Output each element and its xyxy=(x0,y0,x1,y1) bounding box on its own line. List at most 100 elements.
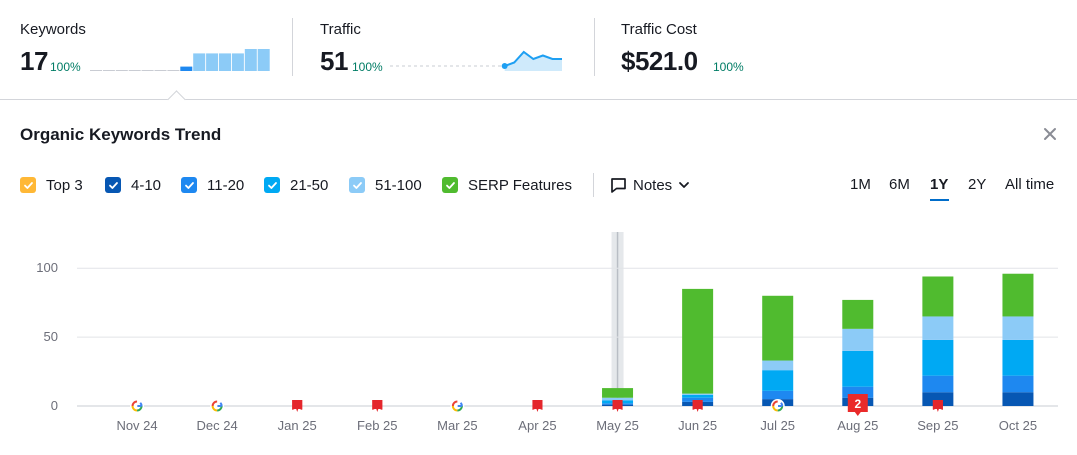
legend-11-20[interactable]: 11-20 xyxy=(181,175,244,195)
range-2y[interactable]: 2Y xyxy=(968,176,987,193)
x-tick-label: Aug 25 xyxy=(837,418,878,433)
legend-label: Top 3 xyxy=(46,176,83,194)
bar-segment-51-100[interactable] xyxy=(762,360,794,371)
x-tick-label: Apr 25 xyxy=(518,418,556,433)
notes-label: Notes xyxy=(633,176,673,194)
google-update-icon[interactable] xyxy=(130,399,145,413)
legend-21-50[interactable]: 21-50 xyxy=(264,175,328,195)
bar-segment-11-20[interactable] xyxy=(922,375,954,393)
keywords-sparkline xyxy=(90,49,270,71)
flag-note-icon[interactable] xyxy=(372,400,383,412)
sparkline-bar xyxy=(231,53,244,71)
chevron-down-icon xyxy=(679,182,690,188)
bar-segment-51-100[interactable] xyxy=(842,328,874,351)
bar-segment-serp-features[interactable] xyxy=(762,295,794,361)
range-1y[interactable]: 1Y xyxy=(930,176,949,193)
legend-divider xyxy=(593,173,594,197)
metric-divider xyxy=(292,18,293,76)
metric-keywords-pct: 100% xyxy=(50,60,81,74)
x-tick-label: Oct 25 xyxy=(999,418,1037,433)
metric-divider xyxy=(594,18,595,76)
legend-51-100[interactable]: 51-100 xyxy=(349,175,422,195)
bar-segment-51-100[interactable] xyxy=(602,397,634,401)
x-tick-label: Feb 25 xyxy=(357,418,397,433)
legend-top-3[interactable]: Top 3 xyxy=(20,175,83,195)
bar-segment-51-100[interactable] xyxy=(1002,316,1034,340)
trend-title: Organic Keywords Trend xyxy=(20,125,222,144)
checkbox-icon[interactable] xyxy=(442,177,458,193)
metric-traffic-pct: 100% xyxy=(352,60,383,74)
checkbox-icon[interactable] xyxy=(349,177,365,193)
google-update-icon[interactable] xyxy=(210,399,225,413)
bar-segment-4-10[interactable] xyxy=(922,392,954,406)
bar-segment-21-50[interactable] xyxy=(842,350,874,387)
bar-segment-11-20[interactable] xyxy=(762,390,794,400)
bar-segment-11-20[interactable] xyxy=(1002,375,1034,393)
bar-segment-4-10[interactable] xyxy=(1002,392,1034,406)
y-tick-label: 100 xyxy=(36,260,58,275)
metric-traffic-cost-title: Traffic Cost xyxy=(621,21,697,38)
bar-segment-11-20[interactable] xyxy=(682,397,714,402)
bar-segment-51-100[interactable] xyxy=(682,393,714,395)
x-tick-label: Jul 25 xyxy=(760,418,795,433)
bar-segment-serp-features[interactable] xyxy=(682,288,714,394)
note-icon xyxy=(611,178,626,193)
checkbox-icon[interactable] xyxy=(20,177,36,193)
metrics-bar: Keywords 17 100% Traffic 51 100% Traffic… xyxy=(0,0,1077,100)
organic-keywords-chart: 0 50 100 Nov 24 Dec 24 Jan 25 Feb 25 Mar 25 Apr … xyxy=(36,232,1058,433)
notes-count-label: 2 xyxy=(854,397,861,411)
range-all-time[interactable]: All time xyxy=(1005,176,1055,193)
sparkline-bar xyxy=(219,53,231,71)
notes-count-badge[interactable]: 2 xyxy=(847,394,868,416)
legend-label: 21-50 xyxy=(290,176,329,194)
close-icon[interactable] xyxy=(1042,126,1058,142)
x-tick-label: Sep 25 xyxy=(917,418,958,433)
y-tick-label: 0 xyxy=(51,398,58,413)
checkbox-icon[interactable] xyxy=(105,177,121,193)
checkbox-icon[interactable] xyxy=(181,177,197,193)
metric-traffic-cost[interactable]: Traffic Cost $521.0 100% xyxy=(621,0,881,99)
metric-keywords-title: Keywords xyxy=(20,21,86,38)
google-update-icon[interactable] xyxy=(770,399,785,413)
bar-segment-21-50[interactable] xyxy=(922,339,954,376)
bar-segment-21-50[interactable] xyxy=(682,394,714,398)
range-6m[interactable]: 6M xyxy=(889,176,910,193)
sparkline-line xyxy=(504,50,562,67)
flag-note-icon[interactable] xyxy=(692,400,703,412)
x-tick-label: Dec 24 xyxy=(197,418,238,433)
sparkline-area xyxy=(504,52,562,71)
notes-dropdown[interactable]: Notes xyxy=(610,175,690,195)
legend-label: 51-100 xyxy=(375,176,422,194)
x-tick-label: Nov 24 xyxy=(116,418,157,433)
sparkline-bar xyxy=(193,53,206,71)
flag-note-icon[interactable] xyxy=(292,400,303,412)
legend-label: SERP Features xyxy=(468,176,572,194)
flag-note-icon[interactable] xyxy=(612,400,623,412)
metric-traffic-cost-value: $521.0 xyxy=(621,46,698,76)
flag-note-icon[interactable] xyxy=(532,400,543,412)
bar-segment-serp-features[interactable] xyxy=(602,388,634,398)
x-tick-label: May 25 xyxy=(596,418,639,433)
flag-note-icon[interactable] xyxy=(932,400,943,412)
metric-traffic-title: Traffic xyxy=(320,21,361,38)
bar-segment-serp-features[interactable] xyxy=(842,299,874,329)
bar-segment-51-100[interactable] xyxy=(922,316,954,340)
active-range-indicator xyxy=(930,199,949,201)
legend-4-10[interactable]: 4-10 xyxy=(105,175,161,195)
metric-keywords[interactable]: Keywords 17 100% xyxy=(20,0,280,99)
x-tick-label: Jan 25 xyxy=(278,418,317,433)
y-tick-label: 50 xyxy=(44,329,58,344)
range-1m[interactable]: 1M xyxy=(850,176,871,193)
metric-traffic-cost-pct: 100% xyxy=(713,60,744,74)
checkbox-icon[interactable] xyxy=(264,177,280,193)
google-update-icon[interactable] xyxy=(450,399,465,413)
legend-label: 11-20 xyxy=(207,176,245,194)
bar-segment-serp-features[interactable] xyxy=(922,276,954,317)
legend-serp-features[interactable]: SERP Features xyxy=(442,175,572,195)
bar-segment-11-20[interactable] xyxy=(842,386,874,398)
metric-traffic[interactable]: Traffic 51 100% xyxy=(320,0,580,99)
bar-segment-21-50[interactable] xyxy=(1002,339,1034,376)
bar-segment-serp-features[interactable] xyxy=(1002,273,1034,317)
sparkline-bar xyxy=(206,53,219,71)
bar-segment-21-50[interactable] xyxy=(762,370,794,391)
